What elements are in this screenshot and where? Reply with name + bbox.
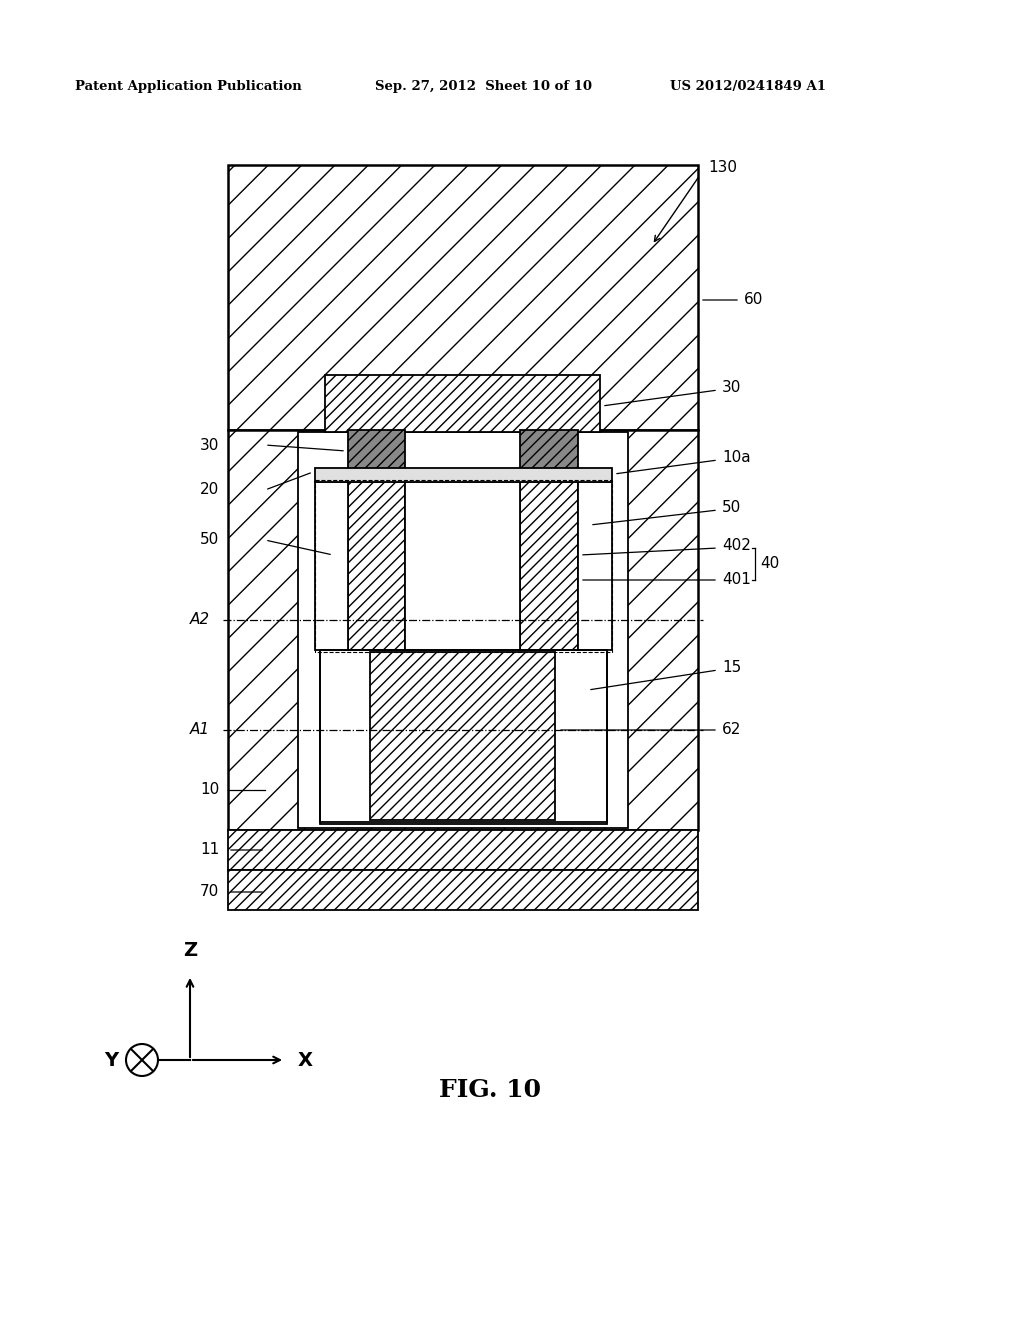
Bar (348, 482, 406, 649)
Text: X: X (298, 1051, 313, 1069)
Text: 10a: 10a (722, 450, 751, 466)
Text: Z: Z (183, 941, 197, 960)
Text: 130: 130 (708, 161, 737, 176)
Bar (578, 482, 612, 649)
Text: 15: 15 (722, 660, 741, 676)
Text: A1: A1 (189, 722, 210, 738)
Text: 30: 30 (722, 380, 741, 396)
Text: 10: 10 (200, 783, 219, 797)
Text: 50: 50 (200, 532, 219, 548)
Text: 60: 60 (744, 293, 763, 308)
Bar (315, 482, 348, 649)
Text: US 2012/0241849 A1: US 2012/0241849 A1 (670, 81, 826, 92)
Bar (315, 480, 612, 652)
Bar (325, 375, 600, 432)
Bar (228, 830, 698, 870)
Text: 40: 40 (760, 557, 779, 572)
Text: FIG. 10: FIG. 10 (439, 1078, 541, 1102)
Bar (370, 652, 555, 820)
Text: 30: 30 (200, 437, 219, 453)
Bar (228, 430, 698, 830)
Bar (319, 480, 607, 824)
Bar (228, 165, 698, 430)
Text: 50: 50 (722, 500, 741, 516)
Text: 70: 70 (200, 884, 219, 899)
Text: 11: 11 (200, 842, 219, 858)
Bar (298, 432, 628, 828)
Bar (228, 870, 698, 909)
Text: 62: 62 (722, 722, 741, 738)
Bar (348, 430, 406, 473)
Text: A2: A2 (189, 612, 210, 627)
Text: Y: Y (103, 1051, 118, 1069)
Text: 20: 20 (200, 483, 219, 498)
Bar (520, 430, 578, 473)
Text: Patent Application Publication: Patent Application Publication (75, 81, 302, 92)
Text: 401: 401 (722, 573, 751, 587)
Bar (319, 649, 607, 822)
Text: 402: 402 (722, 539, 751, 553)
Bar (315, 469, 612, 482)
Bar (520, 482, 578, 649)
Text: Sep. 27, 2012  Sheet 10 of 10: Sep. 27, 2012 Sheet 10 of 10 (375, 81, 592, 92)
Bar (406, 482, 520, 649)
